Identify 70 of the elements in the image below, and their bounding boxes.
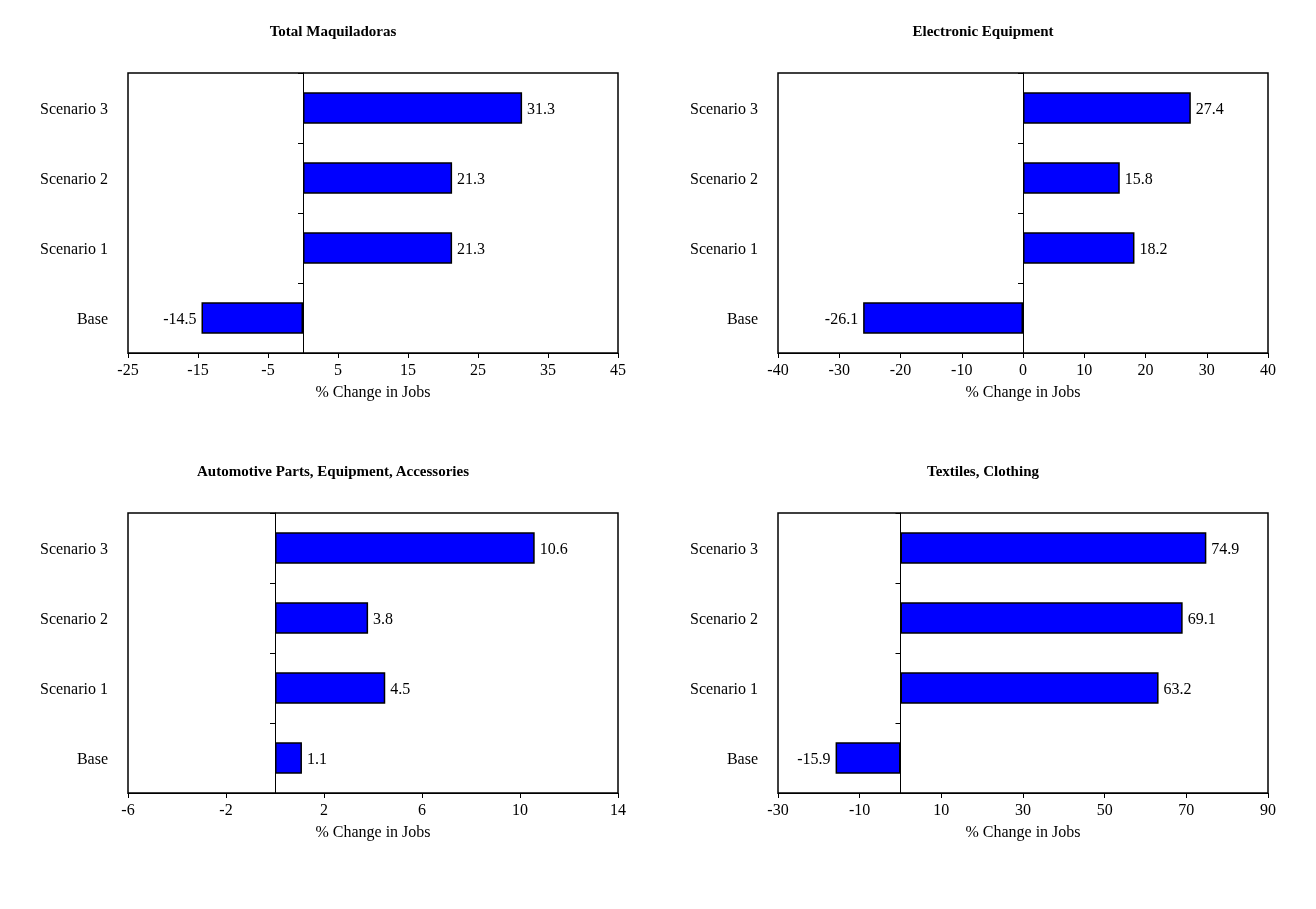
data-label: 74.9	[1211, 539, 1240, 557]
x-tick-label: 25	[470, 360, 486, 378]
x-tick-label: -30	[767, 800, 789, 818]
x-tick-label: 50	[1096, 800, 1113, 818]
y-tick-label: Base	[726, 749, 758, 767]
data-label: 69.1	[1187, 609, 1216, 627]
x-tick-label: -20	[889, 360, 912, 378]
x-tick-label: 10	[512, 800, 528, 818]
x-tick-label: 20	[1137, 360, 1154, 378]
x-axis-title: % Change in Jobs	[315, 822, 431, 841]
y-tick-label: Scenario 2	[40, 609, 108, 627]
chart-title: Automotive Parts, Equipment, Accessories	[196, 462, 470, 479]
x-tick-label: -5	[261, 360, 275, 378]
y-tick-label: Scenario 2	[690, 169, 758, 187]
y-tick-label: Scenario 1	[40, 679, 108, 697]
data-label: -14.5	[163, 309, 197, 327]
data-label: 3.8	[373, 609, 394, 627]
data-label: 21.3	[457, 169, 486, 187]
x-tick-label: 2	[320, 800, 328, 818]
y-tick-label: Scenario 1	[690, 239, 758, 257]
y-tick-label: Scenario 3	[40, 539, 108, 557]
data-label: 10.6	[539, 539, 568, 557]
x-tick-label: 70	[1178, 800, 1195, 818]
x-tick-label: 45	[610, 360, 626, 378]
chart-title: Total Maquiladoras	[269, 22, 397, 39]
x-tick-label: -6	[121, 800, 135, 818]
y-tick-label: Base	[76, 749, 108, 767]
x-tick-label: 6	[418, 800, 426, 818]
x-tick-label: -15	[187, 360, 209, 378]
data-label: -15.9	[797, 749, 831, 767]
chart-title: Textiles, Clothing	[927, 462, 1040, 479]
x-tick-label: 10	[933, 800, 950, 818]
data-label: 27.4	[1195, 99, 1224, 117]
chart-title: Electronic Equipment	[912, 22, 1054, 39]
x-tick-label: 30	[1198, 360, 1215, 378]
x-tick-label: 5	[334, 360, 342, 378]
y-tick-label: Base	[76, 309, 108, 327]
y-tick-label: Scenario 2	[690, 609, 758, 627]
y-tick-label: Base	[726, 309, 758, 327]
x-tick-label: 35	[540, 360, 556, 378]
x-axis-title: % Change in Jobs	[315, 382, 431, 401]
y-tick-label: Scenario 3	[690, 539, 758, 557]
data-label: 4.5	[390, 679, 411, 697]
x-tick-label: -25	[117, 360, 139, 378]
x-tick-label: 14	[610, 800, 626, 818]
x-tick-label: 40	[1260, 360, 1276, 378]
data-label: 21.3	[457, 239, 486, 257]
x-tick-label: 30	[1015, 800, 1031, 818]
data-label: -26.1	[824, 309, 859, 327]
x-tick-label: -2	[219, 800, 233, 818]
x-tick-label: 15	[400, 360, 416, 378]
y-tick-label: Scenario 1	[690, 679, 758, 697]
x-tick-label: 10	[1076, 360, 1093, 378]
y-tick-label: Scenario 2	[40, 169, 108, 187]
x-tick-label: 0	[1019, 360, 1027, 378]
x-axis-title: % Change in Jobs	[965, 382, 1081, 401]
x-tick-label: 90	[1260, 800, 1276, 818]
x-tick-label: -10	[951, 360, 973, 378]
x-tick-label: -40	[767, 360, 789, 378]
y-tick-label: Scenario 3	[40, 99, 108, 117]
data-label: 18.2	[1139, 239, 1168, 257]
data-label: 15.8	[1124, 169, 1153, 187]
data-label: 31.3	[527, 99, 556, 117]
y-tick-label: Scenario 1	[40, 239, 108, 257]
x-tick-label: -10	[849, 800, 871, 818]
data-label: 1.1	[306, 749, 327, 767]
y-tick-label: Scenario 3	[690, 99, 758, 117]
x-axis-title: % Change in Jobs	[965, 822, 1081, 841]
data-label: 63.2	[1163, 679, 1192, 697]
x-tick-label: -30	[828, 360, 850, 378]
